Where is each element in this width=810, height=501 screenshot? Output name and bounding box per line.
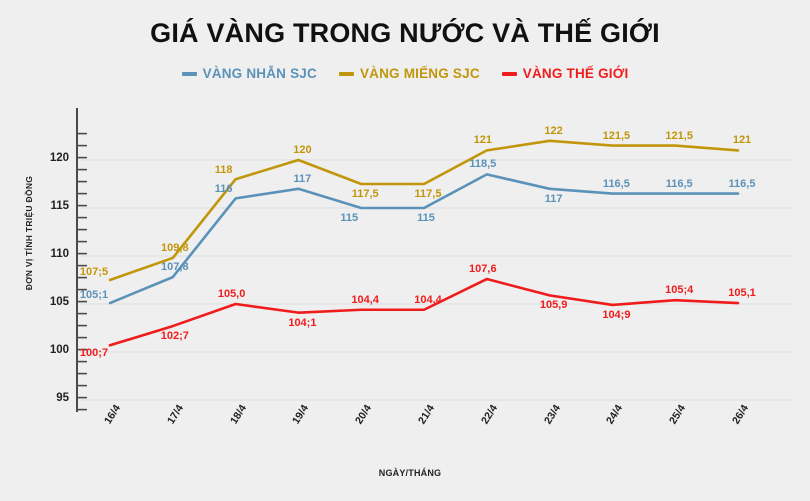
series-line-gold (108, 139, 740, 282)
legend-item-vang-nhan-sjc: VÀNG NHẪN SJC (181, 66, 317, 81)
data-point-label: 104;1 (288, 316, 317, 329)
legend-swatch-gold (338, 71, 354, 76)
data-point-label: 117 (293, 172, 312, 185)
data-point-label: 105,1 (728, 287, 756, 300)
data-point-label: 121,5 (602, 129, 631, 142)
x-tick-label: 18/4 (227, 402, 249, 427)
data-point-label: 116 (214, 183, 233, 196)
x-tick-label: 17/4 (164, 402, 186, 427)
data-point-label: 105;1 (79, 289, 109, 302)
legend-swatch-red (501, 71, 517, 76)
x-tick-label: 25/4 (667, 402, 689, 427)
data-point-label: 105;4 (665, 284, 694, 297)
data-point-label: 107,8 (161, 261, 189, 274)
y-tick-label: 120 (49, 152, 69, 164)
data-point-label: 104,4 (351, 293, 379, 306)
x-tick-label: 21/4 (416, 402, 438, 427)
x-axis-title: NGÀY/THÁNG (378, 468, 442, 478)
data-point-label: 117,5 (351, 188, 379, 200)
data-point-label: 115 (417, 212, 435, 224)
data-point-label: 107,6 (469, 263, 497, 276)
y-tick-label: 95 (56, 392, 69, 404)
legend-label-vang-mieng-sjc: VÀNG MIẾNG SJC (359, 66, 480, 81)
data-point-label: 102;7 (160, 330, 189, 343)
x-tick-label: 19/4 (290, 402, 312, 427)
data-point-label: 107;5 (79, 266, 109, 278)
data-point-label: 105,0 (217, 288, 246, 300)
data-point-label: 121 (732, 134, 752, 147)
y-tick-label: 110 (50, 248, 69, 260)
data-point-label: 117,5 (414, 188, 442, 200)
data-point-label: 118,5 (469, 158, 497, 171)
data-point-label: 116,5 (602, 177, 630, 190)
legend-label-vang-the-gioi: VÀNG THẾ GIỚI (522, 66, 629, 81)
x-tick-label: 24/4 (604, 402, 626, 427)
data-point-label: 121,5 (665, 129, 693, 142)
data-point-label: 109,8 (161, 241, 189, 254)
data-point-label: 120 (293, 144, 312, 156)
series-line-red (108, 277, 740, 347)
data-point-label: 117 (544, 192, 563, 205)
data-point-label: 116,5 (665, 177, 693, 190)
legend-item-vang-the-gioi: VÀNG THẾ GIỚI (501, 66, 629, 81)
page-title: GIÁ VÀNG TRONG NƯỚC VÀ THẾ GIỚI (150, 18, 660, 48)
y-tick-label: 105 (49, 296, 69, 308)
data-point-label: 122 (544, 124, 563, 137)
x-tick-label: 22/4 (478, 402, 500, 427)
data-point-label: 121 (473, 134, 492, 147)
legend-swatch-blue (181, 71, 197, 76)
y-tick-label: 115 (50, 200, 69, 212)
chart-legend: VÀNG NHẪN SJC VÀNG MIẾNG SJC VÀNG THẾ GI… (0, 66, 810, 81)
legend-label-vang-nhan-sjc: VÀNG NHẪN SJC (202, 66, 317, 81)
y-tick-label: 100 (49, 344, 69, 356)
data-point-label: 104;9 (602, 308, 631, 321)
data-point-label: 104,4 (414, 293, 442, 306)
data-point-label: 118 (214, 164, 233, 177)
data-point-label: 115 (340, 212, 359, 224)
x-tick-label: 23/4 (541, 402, 563, 427)
data-point-label: 116,5 (728, 177, 756, 190)
data-point-label: 100;7 (79, 347, 109, 360)
legend-item-vang-mieng-sjc: VÀNG MIẾNG SJC (338, 66, 480, 81)
data-point-label: 105,9 (539, 299, 568, 312)
x-tick-label: 20/4 (353, 402, 375, 427)
x-tick-label: 16/4 (102, 402, 124, 427)
x-tick-label: 26/4 (730, 402, 752, 427)
y-axis-title: ĐƠN VỊ TÍNH TRIỆU ĐỒNG (24, 175, 34, 291)
